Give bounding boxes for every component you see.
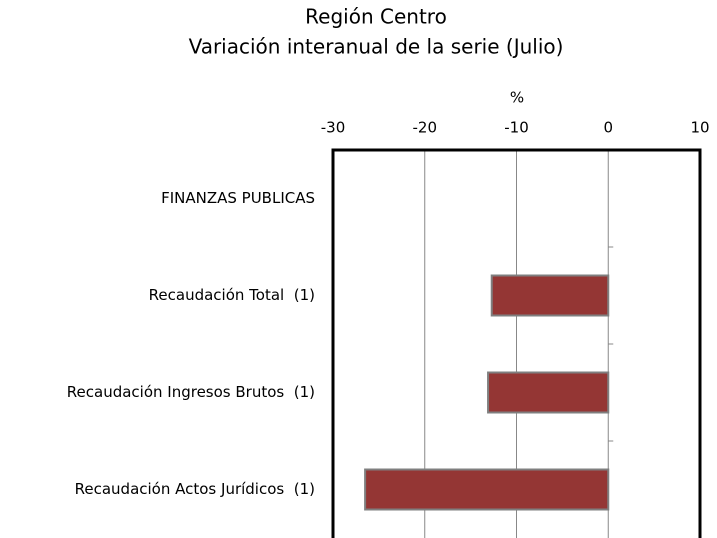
x-tick-label: -20: [413, 119, 438, 137]
plot-border: [331, 148, 702, 538]
x-axis-label: %: [510, 89, 524, 107]
x-tick-label: -10: [504, 119, 529, 137]
y-tick-label: Recaudación Total (1): [149, 286, 315, 304]
bar: [490, 274, 610, 317]
bar: [364, 468, 610, 511]
x-tick-label: 0: [603, 119, 613, 137]
x-tick-label: -30: [321, 119, 346, 137]
x-tick-label: 10: [690, 119, 709, 137]
bar: [487, 371, 610, 414]
chart-subtitle: Variación interanual de la serie (Julio): [189, 35, 564, 59]
chart-title: Región Centro: [305, 5, 447, 29]
y-tick-label: Recaudación Actos Jurídicos (1): [75, 480, 315, 498]
y-tick-label: Recaudación Ingresos Brutos (1): [67, 383, 315, 401]
y-tick-label: FINANZAS PUBLICAS: [161, 189, 315, 207]
